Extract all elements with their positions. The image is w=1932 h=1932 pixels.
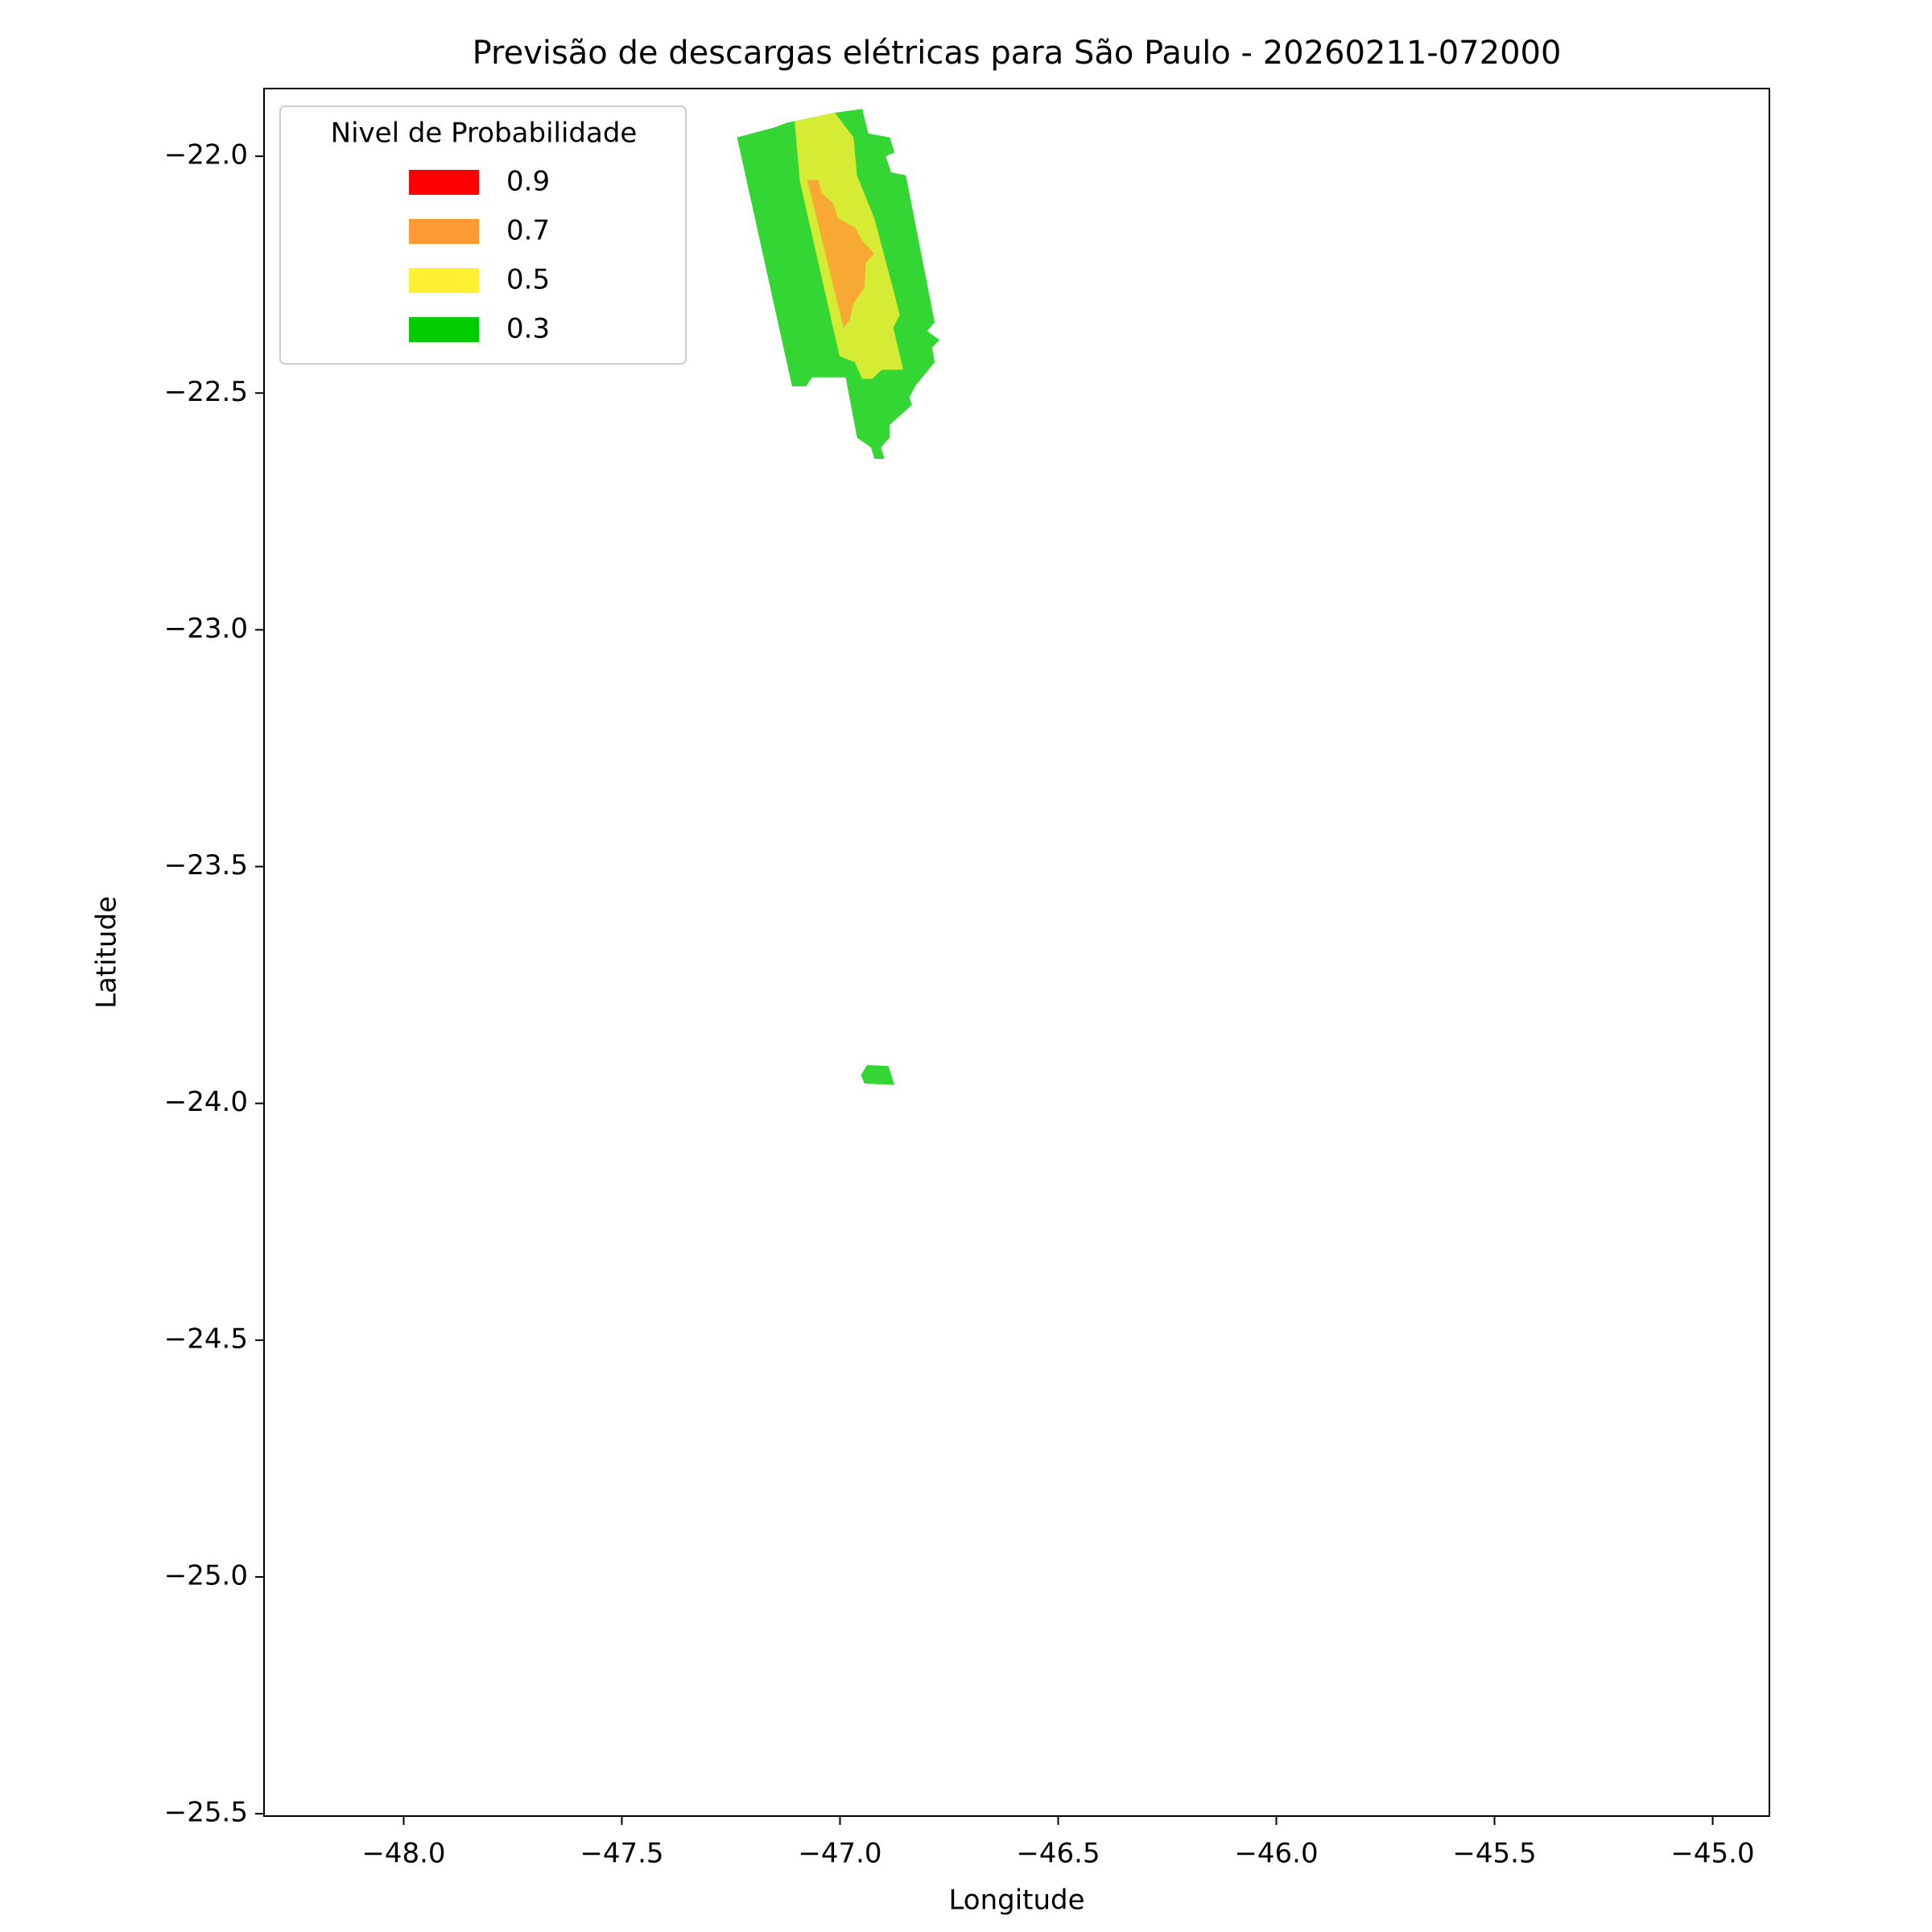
chart-title: Previsão de descargas elétricas para São… — [473, 35, 1562, 72]
legend-label: 0.7 — [506, 215, 550, 247]
contour-region — [807, 180, 875, 328]
x-axis-label: Longitude — [948, 1885, 1084, 1917]
legend-swatch — [409, 317, 479, 342]
x-tick-label: −46.5 — [1016, 1838, 1100, 1870]
legend-swatch — [409, 268, 479, 293]
contour-region — [861, 1065, 895, 1085]
legend-box — [279, 105, 687, 365]
legend-label: 0.9 — [506, 166, 550, 198]
x-tick-label: −46.0 — [1234, 1838, 1318, 1870]
y-tick-label: −25.0 — [164, 1559, 248, 1591]
y-tick-label: −25.5 — [164, 1797, 248, 1829]
plot-frame — [263, 88, 1770, 1817]
y-tick-label: −23.5 — [164, 849, 248, 881]
y-axis-label: Latitude — [91, 896, 123, 1009]
y-tick-label: −22.0 — [164, 139, 248, 171]
y-tick-label: −23.0 — [164, 613, 248, 645]
legend-swatch — [409, 219, 479, 244]
x-tick-label: −48.0 — [361, 1838, 445, 1870]
y-tick-label: −24.0 — [164, 1086, 248, 1118]
y-tick-label: −24.5 — [164, 1323, 248, 1355]
x-tick-label: −47.0 — [798, 1838, 881, 1870]
legend-title: Nivel de Probabilidade — [331, 118, 638, 150]
legend-swatch — [409, 170, 479, 195]
legend-label: 0.5 — [506, 264, 550, 296]
legend-label: 0.3 — [506, 313, 550, 345]
x-tick-label: −45.0 — [1670, 1838, 1754, 1870]
x-tick-label: −45.5 — [1452, 1838, 1536, 1870]
y-tick-label: −22.5 — [164, 376, 248, 408]
x-tick-label: −47.5 — [580, 1838, 663, 1870]
